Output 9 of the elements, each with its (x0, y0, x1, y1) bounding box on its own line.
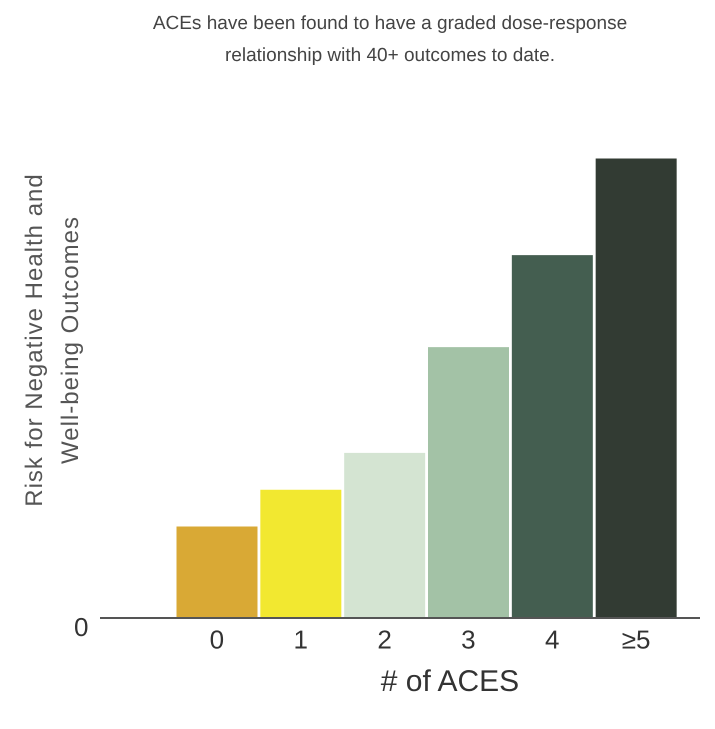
x-tick-label: 4 (545, 624, 560, 654)
x-tick-label: 3 (461, 624, 476, 654)
y-axis-title: Risk for Negative Health and Well-being Outcomes (20, 172, 85, 509)
x-tick-label: 0 (210, 624, 224, 654)
x-tick-label: 1 (294, 624, 308, 654)
x-tick-label: ≥5 (622, 624, 650, 654)
x-axis-title: # of ACES (380, 665, 520, 699)
chart-title: ACEs have been found to have a graded dose-response relationship with 40+ outcomes to date. (152, 12, 628, 68)
x-tick-label: 2 (377, 624, 392, 654)
